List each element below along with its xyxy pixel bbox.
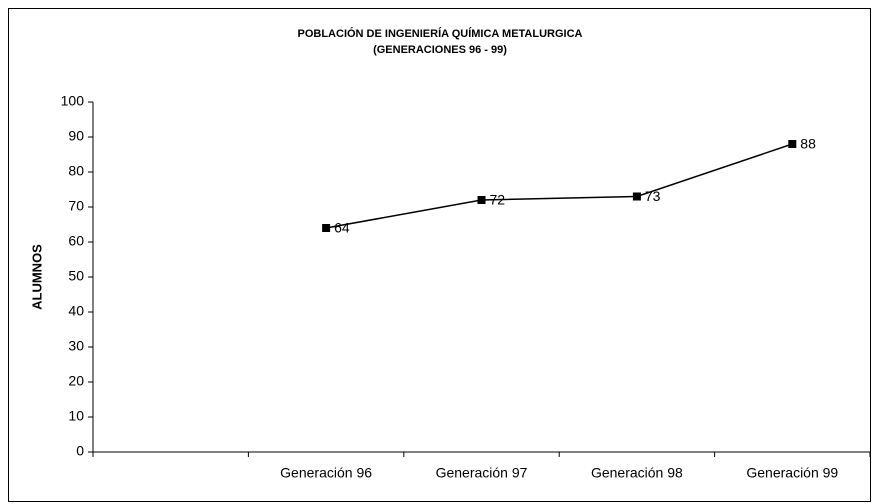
marker (788, 140, 797, 148)
y-tick-label: 20 (68, 373, 84, 389)
x-tick-label: Generación 96 (280, 465, 372, 481)
data-label: 73 (645, 188, 661, 204)
y-tick-label: 100 (61, 93, 85, 109)
y-tick-label: 10 (68, 408, 84, 424)
y-tick-label: 50 (68, 268, 84, 284)
marker (322, 224, 331, 232)
x-tick-label: Generación 99 (746, 465, 838, 481)
y-tick-label: 80 (68, 163, 84, 179)
chart-subtitle: (GENERACIONES 96 - 99) (373, 44, 507, 56)
data-label: 88 (800, 136, 816, 152)
series-line (325, 143, 793, 229)
data-label: 64 (334, 220, 350, 236)
x-tick-label: Generación 98 (591, 465, 683, 481)
data-label: 72 (490, 192, 506, 208)
y-tick-label: 0 (76, 443, 84, 459)
y-axis-label: ALUMNOS (29, 244, 44, 310)
y-tick-label: 60 (68, 233, 84, 249)
y-tick-label: 40 (68, 303, 84, 319)
y-tick-label: 90 (68, 128, 84, 144)
chart-title: POBLACIÓN DE INGENIERÍA QUÍMICA METALURG… (298, 27, 583, 40)
marker (477, 196, 486, 204)
y-tick-label: 30 (68, 338, 84, 354)
y-tick-label: 70 (68, 198, 84, 214)
marker (632, 192, 641, 201)
chart-frame (8, 8, 871, 502)
x-tick-label: Generación 97 (436, 465, 528, 481)
